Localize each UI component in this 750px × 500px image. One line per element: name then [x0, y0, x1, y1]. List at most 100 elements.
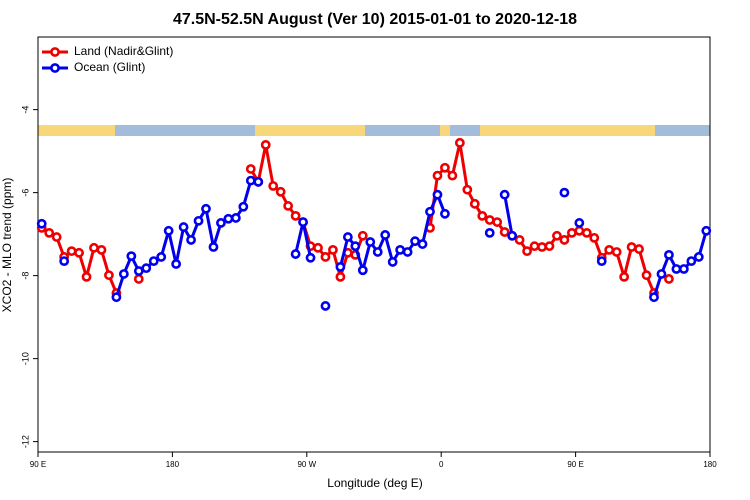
point [156, 252, 167, 262]
point [313, 242, 323, 253]
point [36, 218, 47, 229]
point [454, 137, 465, 148]
point [290, 210, 301, 221]
point [484, 215, 495, 225]
point [507, 230, 518, 241]
point [566, 227, 577, 238]
point [163, 225, 174, 236]
point [51, 232, 62, 242]
point [335, 262, 346, 272]
point [148, 256, 159, 266]
point [372, 247, 383, 257]
point [357, 230, 368, 241]
point [96, 244, 107, 255]
point [253, 176, 264, 187]
point [596, 256, 607, 266]
point [589, 232, 600, 243]
point [701, 225, 712, 236]
x-tick-label: 90 W [297, 460, 316, 469]
point [268, 181, 279, 191]
point [66, 246, 77, 257]
point [664, 249, 674, 260]
point [126, 251, 137, 262]
point [260, 139, 271, 150]
y-tick-label: -10 [20, 352, 30, 365]
point [89, 242, 99, 253]
point [283, 201, 294, 211]
point [320, 252, 331, 262]
plot-frame [37, 36, 711, 453]
point [440, 162, 450, 173]
point [499, 227, 510, 237]
x-tick-label: 90 E [30, 460, 46, 469]
point [328, 244, 338, 255]
point [514, 235, 525, 245]
point [380, 230, 391, 240]
point [133, 266, 144, 276]
point [44, 227, 55, 238]
point [499, 189, 510, 200]
point [447, 170, 458, 181]
point [275, 186, 286, 197]
point [245, 164, 256, 174]
point [552, 230, 562, 241]
point [678, 264, 689, 274]
point [432, 170, 443, 181]
point [581, 227, 592, 238]
point [320, 301, 331, 311]
x-tick-label: 180 [703, 460, 717, 469]
point [649, 292, 659, 303]
point [178, 222, 189, 232]
point [230, 213, 241, 223]
point [484, 227, 495, 238]
point [574, 218, 585, 228]
point [350, 241, 361, 252]
point [238, 201, 249, 212]
point [432, 189, 443, 200]
point [298, 217, 308, 227]
point [410, 236, 420, 247]
point [462, 184, 473, 195]
point [641, 270, 652, 281]
point [305, 252, 316, 263]
point [611, 247, 622, 257]
point [537, 242, 547, 252]
point [59, 256, 70, 266]
point [656, 269, 667, 279]
point [604, 244, 615, 255]
point [574, 225, 585, 236]
point [186, 235, 196, 245]
point [686, 256, 697, 266]
y-tick-label: -4 [20, 106, 30, 114]
point [201, 203, 211, 214]
point [245, 175, 256, 186]
point [81, 271, 92, 282]
point [290, 249, 301, 259]
y-tick-label: -12 [20, 435, 30, 448]
x-tick-label: 180 [166, 460, 180, 469]
x-axis-label: Longitude (deg E) [327, 476, 422, 490]
point [74, 247, 84, 258]
legend-marker [50, 47, 60, 57]
point [111, 292, 122, 303]
point [365, 237, 376, 247]
point [469, 198, 480, 209]
point [671, 264, 682, 274]
point [193, 215, 204, 226]
point [529, 241, 540, 252]
point [634, 244, 644, 254]
point [104, 270, 114, 281]
point [544, 241, 555, 252]
point [402, 247, 413, 257]
point [664, 274, 674, 284]
point [477, 210, 488, 221]
y-tick-label: -6 [20, 189, 30, 197]
point [559, 187, 570, 198]
point [559, 235, 570, 245]
x-tick-label: 0 [439, 460, 444, 469]
point [357, 265, 368, 276]
point [216, 218, 226, 228]
point [395, 244, 406, 255]
point [141, 263, 152, 274]
